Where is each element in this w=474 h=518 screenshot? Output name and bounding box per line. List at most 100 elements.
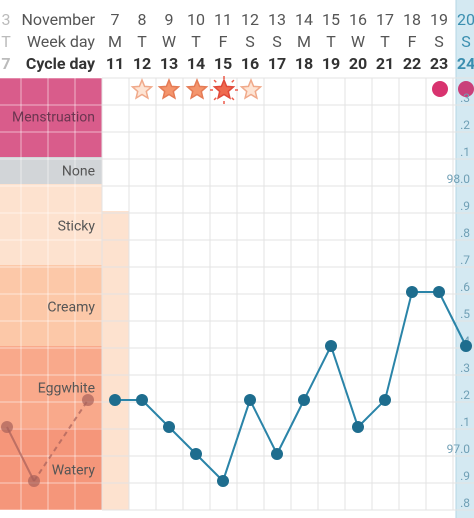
- weekday: W: [351, 32, 365, 51]
- cycle-day: 11: [106, 54, 124, 73]
- watery-block: [0, 428, 102, 510]
- weekday: W: [162, 32, 176, 51]
- cycle-day: 21: [376, 54, 394, 73]
- temp-line: [330, 345, 359, 428]
- weekday: T: [326, 32, 336, 51]
- temp-tick-label: 98.0: [447, 172, 471, 186]
- cycle-day: 18: [295, 54, 313, 73]
- date: 19: [430, 10, 448, 29]
- date: 15: [322, 10, 340, 29]
- temp-point: [271, 448, 283, 460]
- weekday: S: [461, 32, 471, 51]
- month-label: November: [22, 10, 96, 29]
- star-burst: [231, 79, 235, 83]
- star-burst: [231, 97, 235, 101]
- fertility-star: [185, 78, 209, 100]
- temp-line: [384, 291, 413, 401]
- date: 14: [295, 10, 313, 29]
- temp-tick-label: .9: [460, 469, 470, 483]
- date: 16: [349, 10, 367, 29]
- temp-point: [298, 394, 310, 406]
- temp-tick-label: .6: [460, 280, 470, 294]
- prev-weekday: T: [1, 32, 11, 51]
- today-column: [456, 0, 474, 518]
- temp-point: [1, 421, 13, 433]
- temp-point: [28, 475, 40, 487]
- cycle-day: 24: [457, 54, 474, 73]
- temp-point: [82, 394, 94, 406]
- temp-point: [406, 286, 418, 298]
- prev-date: 3: [2, 10, 11, 29]
- temp-line: [249, 399, 278, 455]
- creamy-block: [0, 265, 102, 346]
- star-burst: [213, 79, 217, 83]
- weekday: S: [245, 32, 255, 51]
- row-label: None: [62, 164, 95, 180]
- temp-point: [109, 394, 121, 406]
- cycle-day: 13: [160, 54, 178, 73]
- weekday: S: [272, 32, 282, 51]
- sticky-block: [0, 184, 102, 265]
- cycle-day-label: Cycle day: [26, 54, 96, 73]
- temp-line: [303, 345, 332, 401]
- temp-line: [168, 426, 197, 455]
- temp-tick-label: .3: [460, 91, 470, 105]
- date: 10: [187, 10, 205, 29]
- temp-point: [190, 448, 202, 460]
- date: 12: [241, 10, 259, 29]
- weekday: F: [219, 32, 228, 51]
- date: 7: [111, 10, 120, 29]
- period-dot: [458, 81, 474, 97]
- fertility-star: [212, 78, 236, 100]
- cycle-day: 12: [133, 54, 151, 73]
- cycle-day: 22: [403, 54, 421, 73]
- temp-tick-label: .9: [460, 199, 470, 213]
- date: 20: [457, 10, 474, 29]
- temp-tick-label: .2: [460, 388, 470, 402]
- cycle-day: 20: [349, 54, 367, 73]
- temp-line: [438, 291, 467, 347]
- period-dot: [432, 81, 448, 97]
- cycle-day: 19: [322, 54, 340, 73]
- fertility-star: [130, 78, 154, 100]
- temp-tick-label: .8: [460, 226, 470, 240]
- weekday-label: Week day: [27, 32, 96, 51]
- temp-point: [163, 421, 175, 433]
- weekday: T: [137, 32, 147, 51]
- temp-point: [379, 394, 391, 406]
- date: 18: [403, 10, 421, 29]
- row-label: Menstruation: [12, 110, 95, 126]
- date: 8: [138, 10, 147, 29]
- temp-line: [6, 426, 35, 482]
- cycle-day: 16: [241, 54, 259, 73]
- menstruation-block: [0, 78, 102, 157]
- row-label: Watery: [52, 463, 96, 479]
- fertility-star: [157, 78, 181, 100]
- temp-tick-label: .2: [460, 118, 470, 132]
- prev-cycle-day: 7: [1, 54, 10, 73]
- row-label: Creamy: [47, 300, 95, 316]
- temp-point: [217, 475, 229, 487]
- weekday: T: [380, 32, 390, 51]
- temp-line: [357, 399, 386, 428]
- temp-point: [433, 286, 445, 298]
- date: 11: [214, 10, 232, 29]
- temp-tick-label: .3: [460, 361, 470, 375]
- temp-line: [222, 399, 251, 482]
- temp-tick-label: .1: [460, 415, 470, 429]
- temp-tick-label: .8: [460, 496, 470, 510]
- weekday: S: [434, 32, 444, 51]
- temp-point: [244, 394, 256, 406]
- temp-point: [352, 421, 364, 433]
- temp-line: [33, 399, 89, 482]
- temp-tick-label: .7: [460, 253, 470, 267]
- cycle-day: 14: [187, 54, 205, 73]
- row-label: Sticky: [58, 219, 96, 235]
- temp-tick-label: .1: [460, 145, 470, 159]
- weekday: T: [191, 32, 201, 51]
- temp-line: [195, 453, 224, 482]
- date: 9: [165, 10, 174, 29]
- temp-point: [325, 340, 337, 352]
- star-burst: [213, 97, 217, 101]
